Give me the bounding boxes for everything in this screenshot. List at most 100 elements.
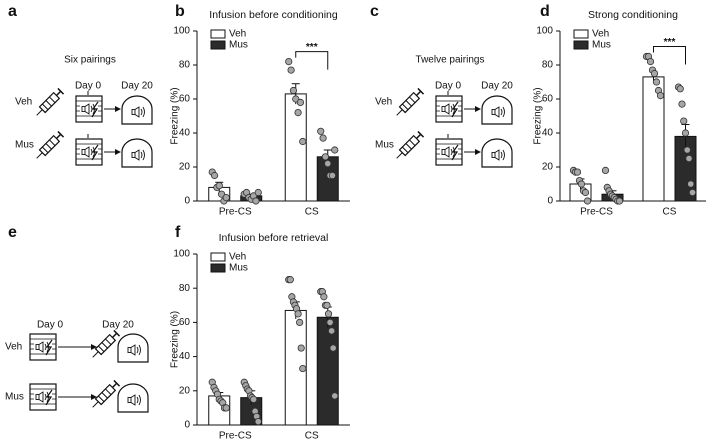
data-point	[324, 160, 332, 168]
chart-title: Infusion before retrieval	[219, 232, 329, 244]
data-point	[317, 127, 325, 135]
data-point	[299, 364, 307, 373]
legend-label: Mus	[229, 40, 248, 51]
y-tick-label: 20	[542, 162, 554, 173]
data-point	[222, 194, 230, 202]
y-tick-label: 80	[179, 283, 191, 294]
data-point	[583, 197, 592, 205]
data-point	[326, 318, 334, 326]
group-label: Veh	[15, 97, 32, 108]
legend-swatch	[210, 263, 226, 273]
legend-label: Mus	[592, 40, 611, 51]
chamber-icon	[436, 139, 462, 165]
syringe-icon	[33, 87, 65, 119]
data-point	[285, 57, 293, 66]
y-axis-label: Freezing (%)	[170, 87, 181, 144]
bar	[316, 316, 339, 426]
significance-label: ***	[306, 42, 318, 53]
y-tick-label: 0	[547, 196, 553, 207]
significance-bracket	[653, 46, 686, 65]
y-tick-label: 40	[542, 128, 554, 139]
significance-label: ***	[664, 37, 676, 48]
y-tick-label: 40	[179, 128, 191, 139]
data-point	[331, 392, 339, 400]
data-point	[683, 146, 691, 154]
test-icon	[122, 139, 152, 167]
legend-swatch	[573, 40, 589, 50]
data-point	[331, 146, 339, 154]
panel-label: a	[8, 3, 17, 20]
y-axis-label: Freezing (%)	[533, 87, 544, 144]
data-point	[222, 404, 230, 412]
data-point	[646, 57, 655, 66]
syringe-icon	[89, 329, 121, 361]
panel-label: c	[370, 3, 379, 20]
y-axis-label: Freezing (%)	[170, 311, 181, 368]
legend-label: Veh	[592, 29, 609, 40]
data-point	[681, 129, 690, 137]
legend-label: Veh	[229, 29, 246, 40]
data-point	[320, 293, 328, 301]
diagram-title: Twelve pairings	[416, 55, 485, 66]
panel-label: b	[175, 3, 185, 20]
group-label: Veh	[375, 97, 392, 108]
panel-label: f	[175, 224, 181, 241]
data-point	[289, 86, 298, 95]
legend-swatch	[210, 40, 226, 50]
y-tick-label: 20	[179, 162, 191, 173]
y-tick-label: 60	[179, 317, 191, 328]
legend-swatch	[210, 252, 226, 262]
group-label: Mus	[5, 392, 24, 403]
data-point	[323, 301, 331, 309]
data-point	[296, 98, 305, 107]
data-point	[328, 171, 337, 180]
data-point	[297, 344, 305, 352]
data-point	[324, 310, 333, 318]
y-tick-label: 60	[179, 94, 191, 105]
group-label: Veh	[5, 342, 22, 353]
x-tick-label: CS	[305, 431, 319, 439]
group-label: Mus	[15, 140, 34, 151]
x-tick-label: Pre-CS	[219, 431, 252, 439]
data-point	[601, 166, 610, 174]
day-label: Day 20	[102, 320, 134, 331]
chamber-icon	[76, 96, 102, 122]
data-point	[299, 137, 307, 146]
data-point	[688, 188, 697, 197]
y-tick-label: 100	[536, 26, 553, 37]
legend-swatch	[210, 29, 226, 39]
y-tick-label: 100	[173, 249, 190, 260]
data-point	[210, 171, 219, 180]
x-tick-label: CS	[663, 207, 677, 218]
y-tick-label: 0	[184, 420, 190, 431]
data-point	[573, 168, 582, 176]
data-point	[294, 310, 302, 318]
y-tick-label: 0	[184, 196, 190, 207]
data-point	[286, 276, 294, 284]
y-tick-label: 80	[542, 60, 554, 71]
syringe-icon	[33, 130, 65, 162]
panel-label: d	[540, 3, 550, 20]
data-point	[581, 188, 590, 197]
data-point	[252, 197, 260, 205]
data-point	[321, 153, 330, 161]
panel-label: e	[8, 224, 17, 241]
diagram-title: Six pairings	[64, 55, 116, 66]
data-point	[615, 197, 624, 205]
test-icon	[118, 334, 148, 362]
y-tick-label: 60	[542, 94, 554, 105]
x-tick-label: CS	[305, 207, 319, 218]
data-point	[685, 154, 693, 163]
data-point	[319, 134, 327, 142]
chamber-icon	[76, 139, 102, 165]
data-point	[329, 344, 337, 352]
y-tick-label: 20	[179, 385, 191, 396]
syringe-icon	[393, 87, 425, 119]
y-tick-label: 80	[179, 60, 191, 71]
data-point	[287, 66, 295, 74]
data-point	[254, 188, 262, 197]
data-point	[656, 92, 665, 100]
day-label: Day 20	[121, 81, 153, 92]
day-label: Day 0	[75, 81, 102, 92]
